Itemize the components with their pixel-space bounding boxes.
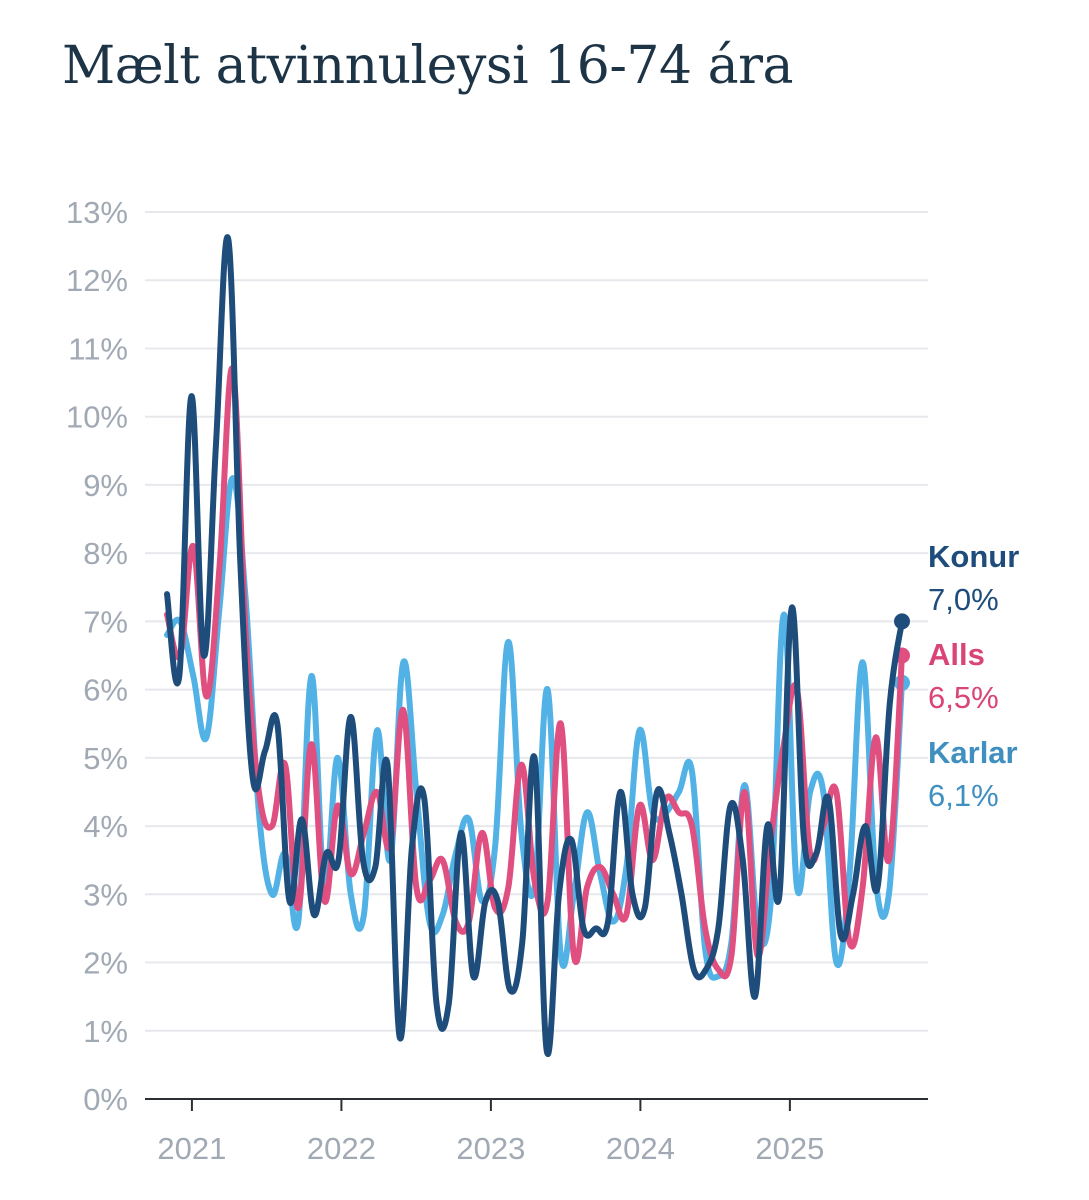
y-tick-label: 10% [66,400,128,435]
end-label-name-karlar: Karlar [928,735,1018,770]
y-tick-label: 12% [66,263,128,298]
y-tick-label: 7% [83,604,128,639]
y-tick-label: 6% [83,673,128,708]
x-axis: 2021 2022 2023 2024 2025 [145,1098,928,1166]
y-tick-label: 0% [83,1082,128,1117]
y-tick-label: 5% [83,741,128,776]
chart-title: Mælt atvinnuleysi 16-74 ára [62,36,793,96]
x-tick-label: 2022 [307,1131,376,1166]
series-end-dot-konur [894,613,910,630]
x-tick-label: 2023 [456,1131,525,1166]
y-axis-ticks: 0% 1% 2% 3% 4% 5% 6% 7% 8% 9% 10% 11% 12% 13% [66,195,128,1117]
series-lines [164,234,910,1057]
y-tick-label: 13% [66,195,128,230]
end-label-value-karlar: 6,1% [928,778,999,813]
y-tick-label: 3% [83,877,128,912]
y-tick-label: 2% [83,946,128,981]
y-tick-label: 4% [83,809,128,844]
y-tick-label: 9% [83,468,128,503]
x-tick-label: 2025 [755,1131,824,1166]
end-label-name-alls: Alls [928,637,985,672]
end-labels: Karlar 6,1% Alls 6,5% Konur 7,0% [928,539,1019,813]
x-tick-label: 2021 [157,1131,226,1166]
end-label-name-konur: Konur [928,539,1019,574]
x-tick-label: 2024 [606,1131,675,1166]
y-tick-label: 8% [83,536,128,571]
series-line-konur [164,234,905,1057]
gridlines [145,211,928,1032]
y-tick-label: 11% [68,331,128,366]
end-label-value-alls: 6,5% [928,680,999,715]
end-label-value-konur: 7,0% [928,582,999,617]
y-tick-label: 1% [83,1014,128,1049]
